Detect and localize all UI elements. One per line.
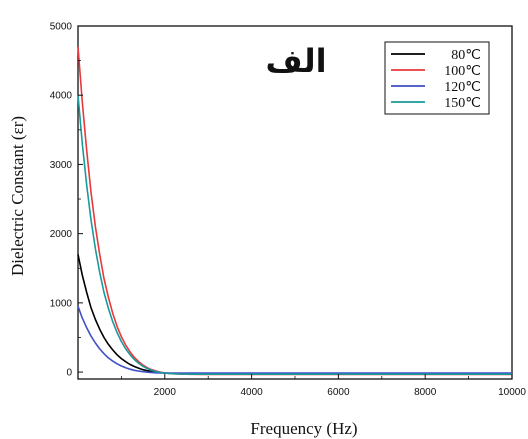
x-tick-label: 2000 <box>154 387 177 398</box>
y-tick-label: 2000 <box>50 229 73 240</box>
legend-label-3: 120℃ <box>444 80 481 95</box>
series-layer <box>77 46 512 376</box>
x-tick-label: 10000 <box>498 387 526 398</box>
series-line-3 <box>77 306 512 374</box>
series-line-4 <box>77 95 512 376</box>
ticks-layer: 2000 4000 6000 8000 10000 0 1000 2000 3000 4000 50… <box>50 22 527 399</box>
y-tick-label: 5000 <box>50 22 73 33</box>
y-tick-label: 4000 <box>50 91 73 102</box>
y-tick-label: 0 <box>66 368 72 379</box>
legend-label-2: 100℃ <box>444 64 481 79</box>
y-tick-label: 1000 <box>50 298 73 309</box>
x-axis-title: Frequency (Hz) <box>250 419 357 438</box>
legend-label-4: 150℃ <box>444 96 481 111</box>
y-tick-label: 3000 <box>50 160 73 171</box>
x-tick-label: 8000 <box>414 387 437 398</box>
series-line-1 <box>77 254 512 375</box>
legend-label-1: 80℃ <box>451 48 481 63</box>
y-axis-title: Dielectric Constant (εr) <box>8 116 27 276</box>
x-tick-label: 4000 <box>240 387 263 398</box>
x-tick-label: 6000 <box>327 387 350 398</box>
panel-label: الف <box>265 42 326 80</box>
